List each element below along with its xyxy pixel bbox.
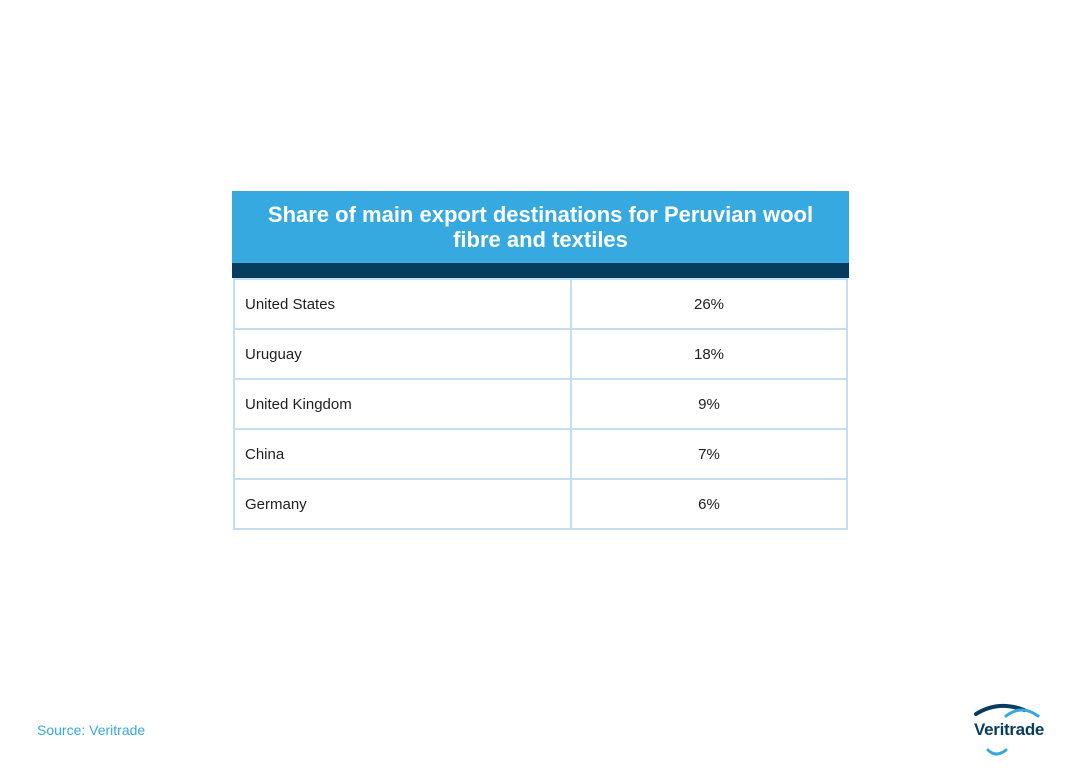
table-row: United States 26% bbox=[233, 278, 848, 330]
source-note: Source: Veritrade bbox=[37, 722, 146, 738]
data-table: United States 26% Uruguay 18% United Kin… bbox=[233, 278, 848, 530]
logo-wordmark: Veritrade bbox=[974, 720, 1045, 739]
share-cell: 9% bbox=[570, 378, 848, 430]
table-title: Share of main export destinations for Pe… bbox=[267, 202, 814, 252]
table-header-band bbox=[232, 263, 849, 278]
veritrade-logo: Veritrade bbox=[966, 700, 1066, 760]
table-row: Uruguay 18% bbox=[233, 328, 848, 380]
country-cell: United States bbox=[233, 278, 572, 330]
country-cell: China bbox=[233, 428, 572, 480]
country-cell: United Kingdom bbox=[233, 378, 572, 430]
share-cell: 7% bbox=[570, 428, 848, 480]
table-row: United Kingdom 9% bbox=[233, 378, 848, 430]
table-title-bar: Share of main export destinations for Pe… bbox=[232, 191, 849, 263]
table-row: Germany 6% bbox=[233, 478, 848, 530]
share-cell: 26% bbox=[570, 278, 848, 330]
table-row: China 7% bbox=[233, 428, 848, 480]
export-share-table: Share of main export destinations for Pe… bbox=[232, 191, 849, 530]
country-cell: Uruguay bbox=[233, 328, 572, 380]
veritrade-swoosh-icon bbox=[974, 703, 1040, 756]
share-cell: 6% bbox=[570, 478, 848, 530]
share-cell: 18% bbox=[570, 328, 848, 380]
country-cell: Germany bbox=[233, 478, 572, 530]
